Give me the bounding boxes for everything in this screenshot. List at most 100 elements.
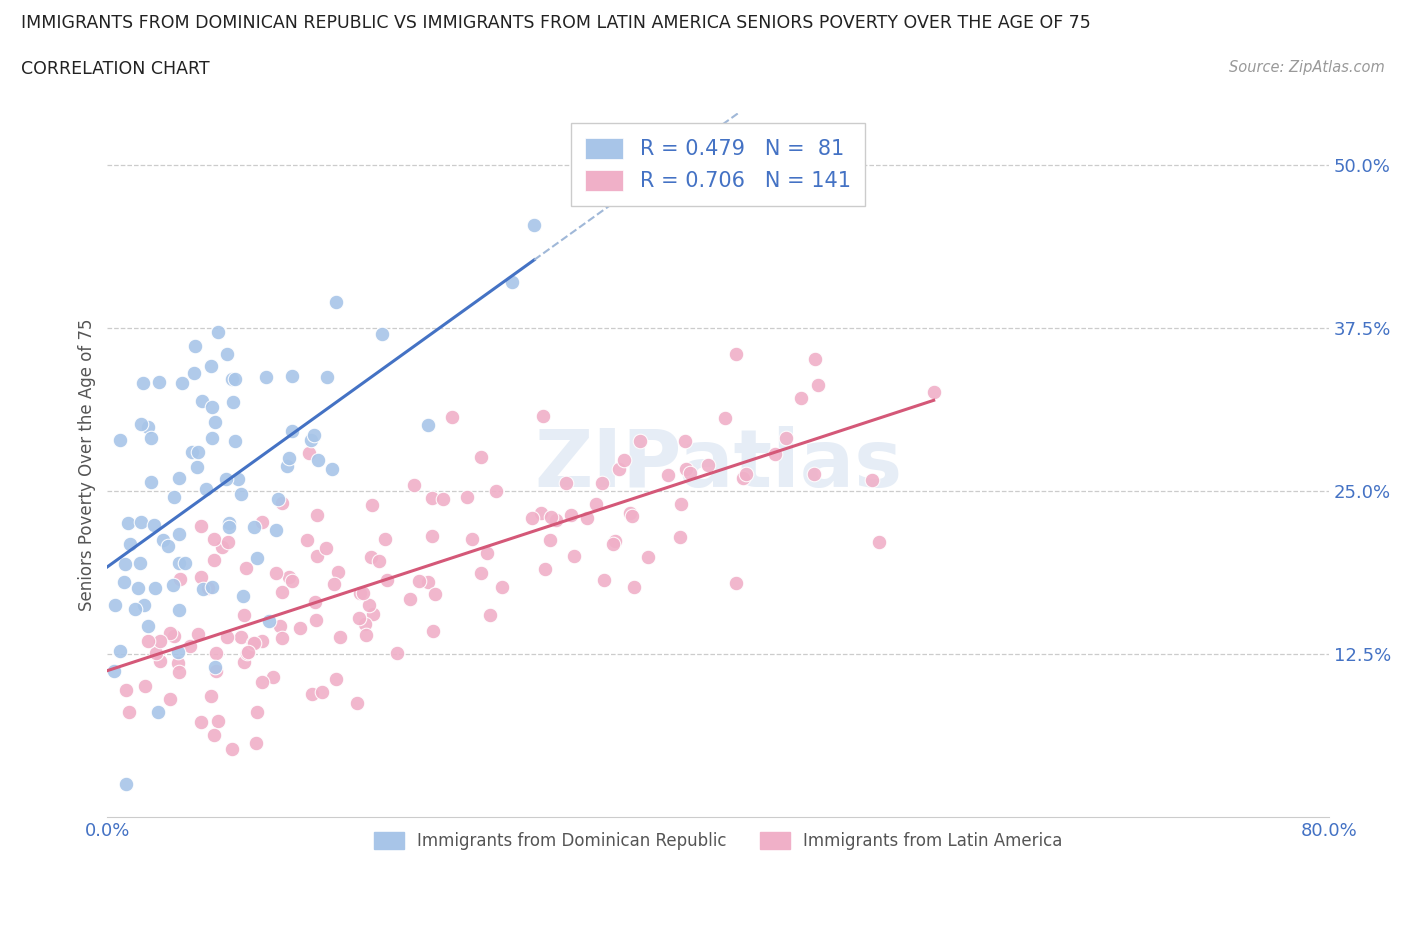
Point bbox=[304, 594, 326, 609]
Point bbox=[186, 459, 208, 474]
Point bbox=[593, 572, 616, 587]
Point bbox=[321, 462, 343, 477]
Point bbox=[628, 433, 651, 448]
Point bbox=[301, 686, 323, 701]
Point bbox=[307, 453, 329, 468]
Point bbox=[270, 631, 292, 645]
Point bbox=[233, 655, 256, 670]
Point bbox=[204, 415, 226, 430]
Point bbox=[112, 575, 135, 590]
Point bbox=[127, 580, 149, 595]
Point bbox=[136, 619, 159, 634]
Point bbox=[205, 645, 228, 660]
Point bbox=[139, 431, 162, 445]
Point bbox=[696, 458, 718, 472]
Point bbox=[352, 586, 374, 601]
Point bbox=[190, 569, 212, 584]
Point bbox=[669, 530, 692, 545]
Point bbox=[623, 579, 645, 594]
Point bbox=[152, 533, 174, 548]
Point bbox=[326, 565, 349, 579]
Point bbox=[129, 417, 152, 432]
Point bbox=[217, 629, 239, 644]
Point bbox=[562, 549, 585, 564]
Point bbox=[520, 511, 543, 525]
Point bbox=[714, 410, 737, 425]
Point bbox=[470, 449, 492, 464]
Point bbox=[360, 550, 382, 565]
Point bbox=[613, 453, 636, 468]
Point bbox=[353, 617, 375, 631]
Point bbox=[398, 591, 420, 606]
Point bbox=[233, 607, 256, 622]
Point bbox=[254, 369, 277, 384]
Point bbox=[432, 491, 454, 506]
Point bbox=[408, 573, 430, 588]
Point bbox=[242, 519, 264, 534]
Point bbox=[370, 326, 392, 341]
Point bbox=[763, 446, 786, 461]
Point bbox=[637, 550, 659, 565]
Point bbox=[145, 645, 167, 660]
Point bbox=[148, 375, 170, 390]
Point bbox=[533, 562, 555, 577]
Point bbox=[143, 518, 166, 533]
Point bbox=[456, 489, 478, 504]
Point bbox=[129, 556, 152, 571]
Point bbox=[169, 571, 191, 586]
Point bbox=[187, 626, 209, 641]
Point bbox=[368, 553, 391, 568]
Point bbox=[202, 552, 225, 567]
Point bbox=[149, 633, 172, 648]
Point bbox=[163, 489, 186, 504]
Text: ZIPatlas: ZIPatlas bbox=[534, 426, 903, 504]
Point bbox=[156, 538, 179, 553]
Point bbox=[374, 532, 396, 547]
Point bbox=[257, 613, 280, 628]
Point bbox=[181, 444, 204, 458]
Point bbox=[250, 633, 273, 648]
Point bbox=[422, 624, 444, 639]
Point bbox=[262, 670, 284, 684]
Point bbox=[538, 532, 561, 547]
Point bbox=[250, 515, 273, 530]
Point bbox=[202, 727, 225, 742]
Point bbox=[420, 528, 443, 543]
Point bbox=[215, 472, 238, 486]
Point bbox=[725, 347, 748, 362]
Point bbox=[134, 597, 156, 612]
Point bbox=[134, 678, 156, 693]
Point bbox=[790, 391, 813, 405]
Point bbox=[124, 602, 146, 617]
Point bbox=[602, 537, 624, 551]
Point bbox=[250, 674, 273, 689]
Point bbox=[108, 432, 131, 447]
Point bbox=[278, 570, 301, 585]
Point bbox=[218, 519, 240, 534]
Point bbox=[194, 482, 217, 497]
Point bbox=[179, 638, 201, 653]
Point bbox=[423, 587, 446, 602]
Point bbox=[329, 630, 352, 644]
Point bbox=[298, 445, 321, 460]
Point bbox=[235, 561, 257, 576]
Point bbox=[491, 579, 513, 594]
Point bbox=[104, 597, 127, 612]
Point bbox=[860, 472, 883, 487]
Point bbox=[236, 644, 259, 659]
Point bbox=[269, 618, 291, 633]
Point bbox=[311, 685, 333, 700]
Point bbox=[280, 424, 302, 439]
Point bbox=[224, 371, 246, 386]
Point bbox=[108, 644, 131, 658]
Point bbox=[271, 496, 294, 511]
Point bbox=[475, 545, 498, 560]
Point bbox=[305, 508, 328, 523]
Point bbox=[420, 490, 443, 505]
Point bbox=[922, 384, 945, 399]
Point bbox=[200, 689, 222, 704]
Point bbox=[323, 577, 346, 591]
Point bbox=[118, 705, 141, 720]
Point bbox=[361, 606, 384, 621]
Point bbox=[530, 506, 553, 521]
